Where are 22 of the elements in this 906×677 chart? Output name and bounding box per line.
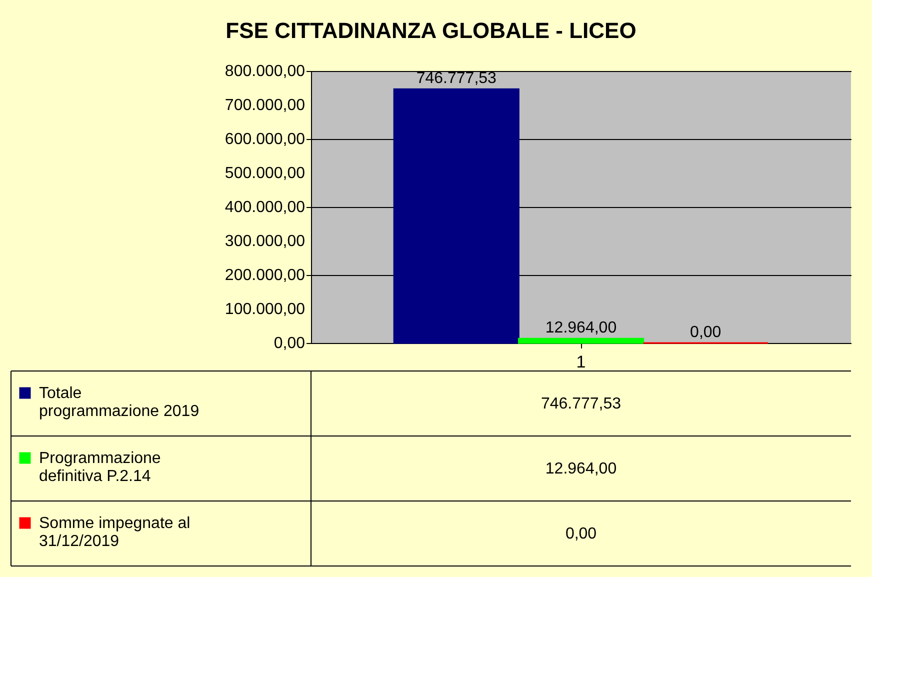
legend-label: Somme impegnate al 31/12/2019 bbox=[39, 515, 190, 550]
y-tick-label: 200.000,00 bbox=[224, 267, 306, 284]
text: 0,00 bbox=[565, 526, 597, 542]
data-label: 12.964,00 bbox=[545, 320, 617, 337]
y-tick-label: 600.000,00 bbox=[224, 131, 306, 148]
data-label: 746.777,53 bbox=[416, 70, 497, 88]
text: 12.964,00 bbox=[545, 460, 617, 478]
chart-title: FSE CITTADINANZA GLOBALE - LICEO bbox=[226, 18, 636, 43]
legend-label: Programmazione definitiva P.2.14 bbox=[39, 450, 161, 485]
bar bbox=[518, 338, 644, 344]
y-tick-label: 500.000,00 bbox=[224, 165, 306, 182]
y-tick-label: 800.000,00 bbox=[224, 63, 306, 80]
bar bbox=[393, 88, 520, 344]
legend-label: Totale programmazione 2019 bbox=[39, 385, 200, 420]
y-tick-label: 700.000,00 bbox=[224, 97, 306, 114]
y-tick-label: 0,00 bbox=[274, 335, 306, 352]
text: 746.777,53 bbox=[540, 396, 622, 412]
y-tick-label: 400.000,00 bbox=[224, 199, 306, 216]
data-label: 0,00 bbox=[690, 324, 722, 341]
x-tick-label: 1 bbox=[576, 352, 586, 372]
y-tick-label: 100.000,00 bbox=[224, 301, 306, 318]
y-tick-label: 300.000,00 bbox=[224, 233, 306, 250]
